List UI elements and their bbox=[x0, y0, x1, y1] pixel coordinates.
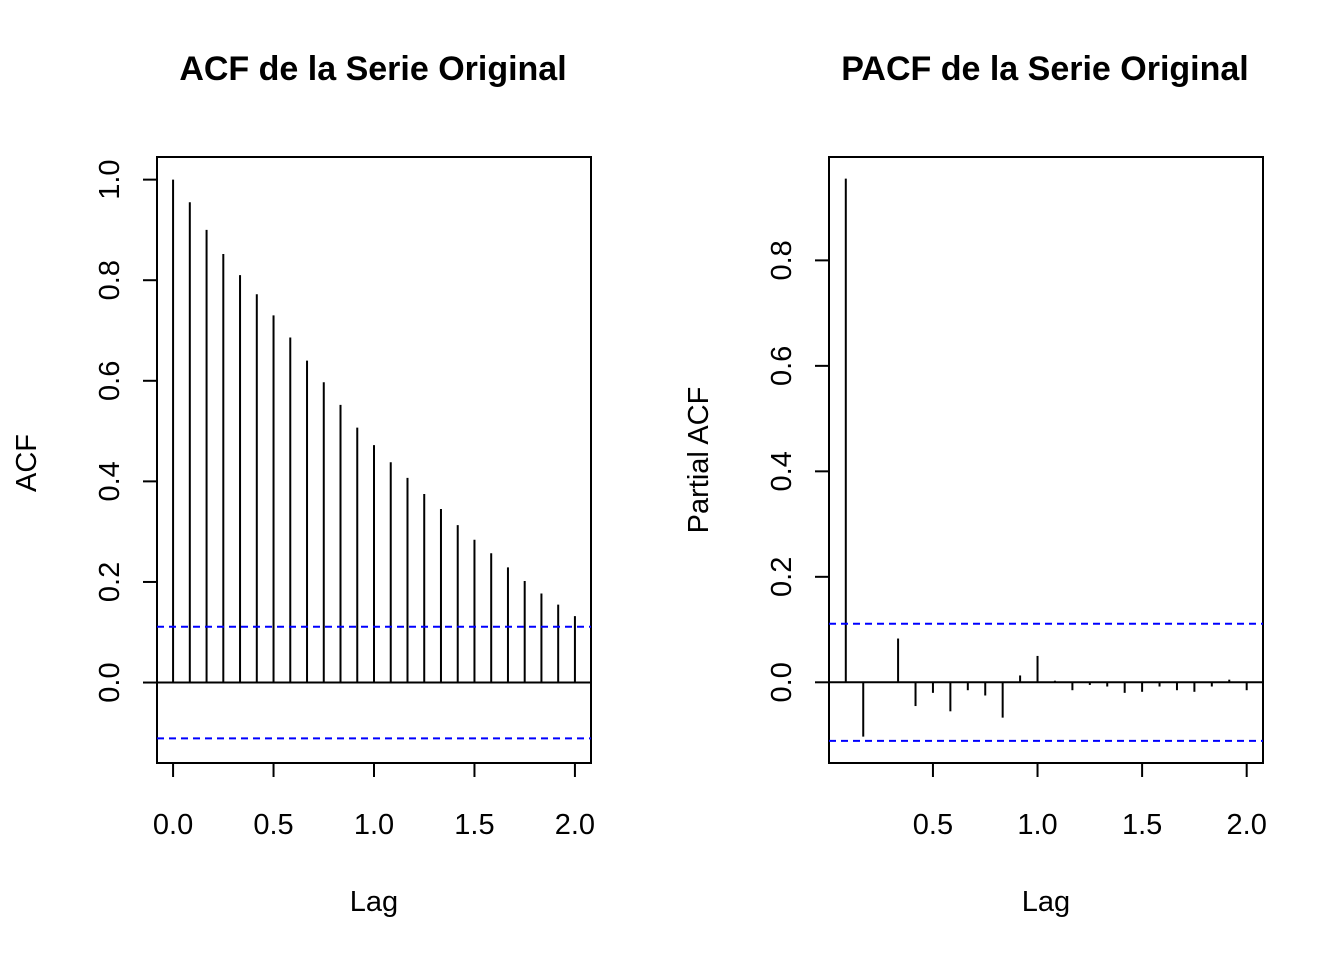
acf-confidence-bounds bbox=[157, 625, 591, 740]
acf-y-tick-label: 0.0 bbox=[94, 662, 126, 702]
acf-y-tick-label: 0.8 bbox=[94, 260, 126, 300]
pacf-title: PACF de la Serie Original bbox=[841, 50, 1249, 88]
acf-y-axis-label: ACF bbox=[11, 434, 43, 492]
pacf-y-tick-label: 0.8 bbox=[766, 240, 798, 280]
pacf-y-axis: 0.0 0.2 0.4 0.6 0.8 bbox=[766, 240, 830, 702]
acf-x-tick-label: 1.5 bbox=[454, 809, 494, 841]
acf-bars bbox=[157, 179, 591, 684]
pacf-y-tick-label: 0.0 bbox=[766, 662, 798, 702]
pacf-x-tick-label: 1.5 bbox=[1122, 809, 1162, 841]
pacf-x-tick-label: 0.5 bbox=[913, 809, 953, 841]
pacf-x-axis-label: Lag bbox=[1022, 886, 1070, 918]
acf-y-tick-label: 0.4 bbox=[94, 461, 126, 501]
acf-panel: ACF de la Serie Original 0.0 0.5 1.0 1.5 2.0… bbox=[11, 50, 595, 918]
pacf-x-tick-label: 1.0 bbox=[1017, 809, 1057, 841]
pacf-y-tick-label: 0.4 bbox=[766, 451, 798, 491]
pacf-x-axis: 0.5 1.0 1.5 2.0 bbox=[913, 762, 1267, 841]
acf-y-tick-label: 0.6 bbox=[94, 361, 126, 401]
acf-x-tick-label: 0.0 bbox=[153, 809, 193, 841]
pacf-y-axis-label: Partial ACF bbox=[683, 387, 715, 534]
acf-x-tick-label: 2.0 bbox=[555, 809, 595, 841]
acf-x-axis: 0.0 0.5 1.0 1.5 2.0 bbox=[153, 762, 595, 841]
acf-y-tick-label: 1.0 bbox=[94, 159, 126, 199]
acf-y-tick-label: 0.2 bbox=[94, 562, 126, 602]
acf-y-axis: 0.0 0.2 0.4 0.6 0.8 1.0 bbox=[94, 159, 158, 703]
acf-x-tick-label: 1.0 bbox=[354, 809, 394, 841]
pacf-panel: PACF de la Serie Original 0.5 1.0 1.5 2.0 0… bbox=[683, 50, 1267, 918]
pacf-confidence-bounds bbox=[829, 622, 1263, 742]
pacf-y-tick-label: 0.2 bbox=[766, 557, 798, 597]
acf-x-tick-label: 0.5 bbox=[253, 809, 293, 841]
pacf-bars bbox=[829, 178, 1263, 737]
acf-x-axis-label: Lag bbox=[350, 886, 398, 918]
pacf-x-tick-label: 2.0 bbox=[1227, 809, 1267, 841]
pacf-plot-frame bbox=[828, 156, 1264, 764]
pacf-y-tick-label: 0.6 bbox=[766, 346, 798, 386]
acf-title: ACF de la Serie Original bbox=[179, 50, 566, 88]
